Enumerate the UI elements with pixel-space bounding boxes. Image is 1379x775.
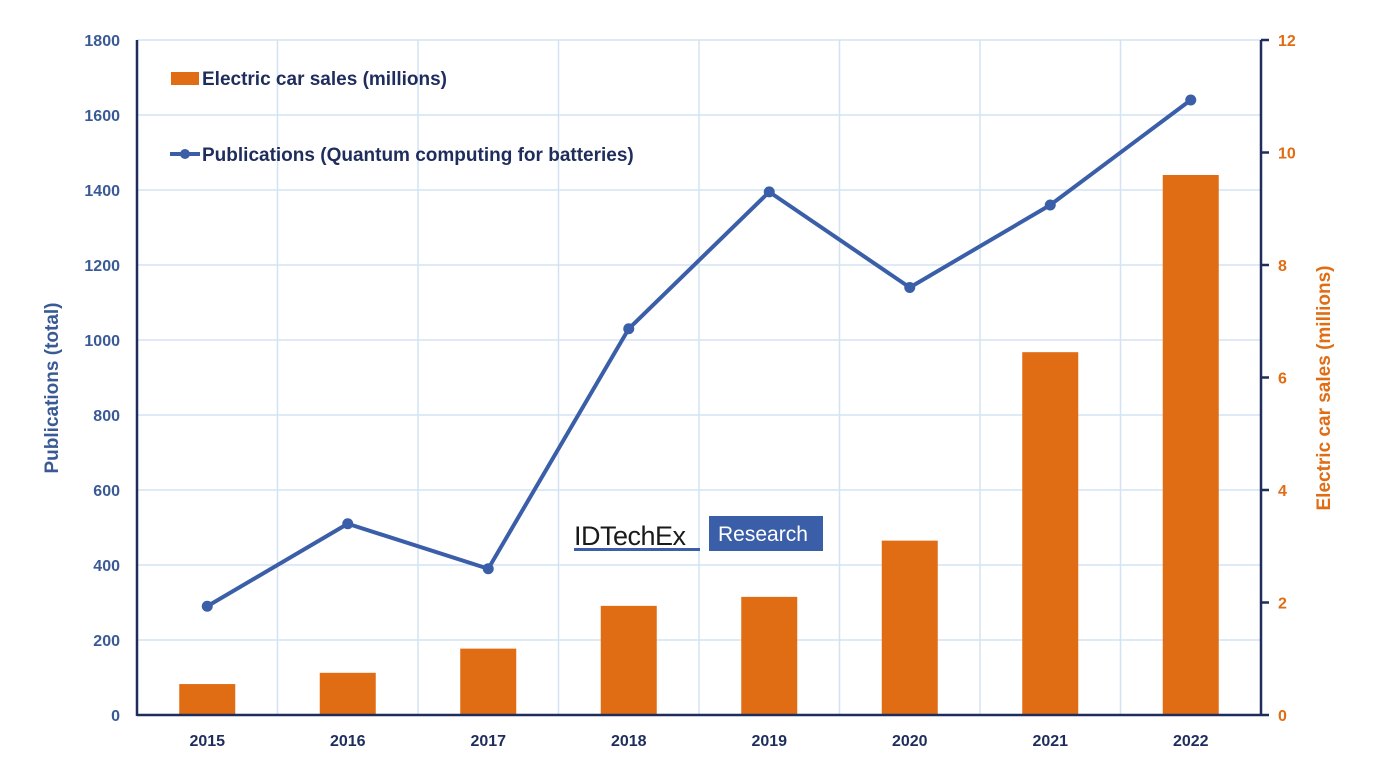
- line-series: [201, 94, 1197, 612]
- legend-bar-swatch: [171, 72, 199, 85]
- left-tick-label: 1400: [84, 183, 120, 200]
- publications-line: [206, 98, 1192, 608]
- x-tick-label: 2019: [751, 733, 787, 750]
- x-tick-label: 2015: [189, 733, 225, 750]
- right-tick-label: 8: [1278, 258, 1287, 275]
- left-tick-label: 400: [93, 558, 120, 575]
- x-tick-label: 2016: [330, 733, 366, 750]
- bar-2022: [1162, 175, 1219, 715]
- bar-2019: [741, 596, 798, 715]
- right-tick-label: 6: [1278, 371, 1287, 388]
- x-tick-label: 2022: [1173, 733, 1209, 750]
- x-tick-label: 2020: [892, 733, 928, 750]
- right-tick-label: 2: [1278, 596, 1287, 613]
- bar-2021: [1022, 352, 1079, 715]
- point-2018: [623, 323, 635, 335]
- right-tick-label: 0: [1278, 708, 1287, 725]
- bar-series: [179, 175, 1219, 715]
- legend-line-label: Publications (Quantum computing for batt…: [202, 145, 634, 166]
- logo-brand-text: IDTechEx: [574, 521, 687, 551]
- right-axis-title: Electric car sales (millions): [1314, 265, 1335, 510]
- x-axis-ticks: 2015 2016 2017 2018 2019 2020 2021 2022: [189, 733, 1208, 750]
- point-2020: [904, 282, 916, 293]
- watermark-logo: IDTechEx Research: [574, 516, 823, 551]
- point-2016: [342, 518, 354, 530]
- left-tick-label: 0: [111, 708, 120, 725]
- legend: Electric car sales (millions) Publicatio…: [170, 69, 634, 166]
- bar-2017: [460, 648, 517, 715]
- right-tick-label: 10: [1278, 146, 1296, 163]
- bar-2015: [179, 684, 236, 715]
- left-tick-label: 200: [93, 633, 120, 650]
- point-2017: [482, 563, 494, 575]
- x-tick-label: 2018: [611, 733, 647, 750]
- right-tick-label: 12: [1278, 33, 1296, 50]
- left-axis-title: Publications (total): [42, 303, 63, 474]
- point-2021: [1044, 199, 1056, 211]
- left-tick-label: 1600: [84, 108, 120, 125]
- left-tick-label: 1000: [84, 333, 120, 350]
- bar-2020: [881, 540, 938, 715]
- bar-2018: [600, 605, 657, 715]
- left-axis-ticks: 0 200 400 600 800 1000 1200 1400 1600 1800: [84, 33, 120, 725]
- logo-underline: [574, 548, 700, 551]
- left-tick-label: 1200: [84, 258, 120, 275]
- legend-bar-label: Electric car sales (millions): [202, 69, 447, 90]
- left-tick-label: 1800: [84, 33, 120, 50]
- x-tick-label: 2021: [1032, 733, 1068, 750]
- point-2015: [201, 600, 213, 612]
- legend-line-marker: [180, 149, 190, 159]
- right-axis-ticks: 0 2 4 6 8 10 12: [1261, 33, 1296, 725]
- x-tick-label: 2017: [470, 733, 506, 750]
- logo-tag-text: Research: [718, 523, 808, 546]
- left-tick-label: 600: [93, 483, 120, 500]
- point-2022: [1185, 94, 1197, 106]
- right-tick-label: 4: [1278, 483, 1287, 500]
- bar-2016: [319, 672, 376, 715]
- gridlines: [136, 39, 1262, 716]
- point-2019: [763, 186, 775, 198]
- logo-box: [709, 516, 823, 551]
- left-tick-label: 800: [93, 408, 120, 425]
